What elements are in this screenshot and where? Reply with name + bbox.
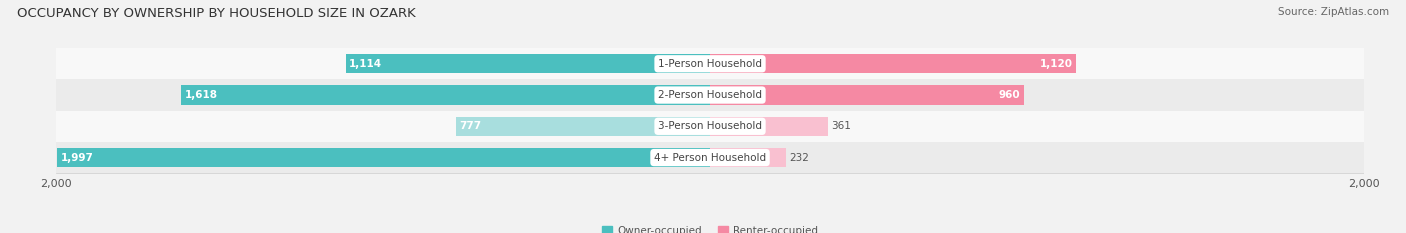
Bar (56, 79, 1364, 111)
Bar (710, 148, 786, 167)
Bar (456, 116, 710, 136)
Text: 777: 777 (460, 121, 481, 131)
Bar (710, 54, 1076, 73)
Text: 1,997: 1,997 (60, 153, 93, 163)
Text: 232: 232 (789, 153, 808, 163)
Bar (56, 142, 1364, 173)
Bar (56, 48, 1364, 79)
Bar (710, 85, 1024, 105)
Text: 3-Person Household: 3-Person Household (658, 121, 762, 131)
Text: 1,618: 1,618 (184, 90, 218, 100)
Bar (58, 148, 710, 167)
Bar (181, 85, 710, 105)
Text: 2-Person Household: 2-Person Household (658, 90, 762, 100)
Bar (710, 116, 828, 136)
Text: 4+ Person Household: 4+ Person Household (654, 153, 766, 163)
Text: Source: ZipAtlas.com: Source: ZipAtlas.com (1278, 7, 1389, 17)
Text: 1-Person Household: 1-Person Household (658, 59, 762, 69)
Bar (346, 54, 710, 73)
Bar (56, 111, 1364, 142)
Text: 960: 960 (998, 90, 1021, 100)
Text: 1,120: 1,120 (1040, 59, 1073, 69)
Text: 361: 361 (831, 121, 851, 131)
Text: 1,114: 1,114 (349, 59, 382, 69)
Legend: Owner-occupied, Renter-occupied: Owner-occupied, Renter-occupied (602, 226, 818, 233)
Text: OCCUPANCY BY OWNERSHIP BY HOUSEHOLD SIZE IN OZARK: OCCUPANCY BY OWNERSHIP BY HOUSEHOLD SIZE… (17, 7, 416, 20)
